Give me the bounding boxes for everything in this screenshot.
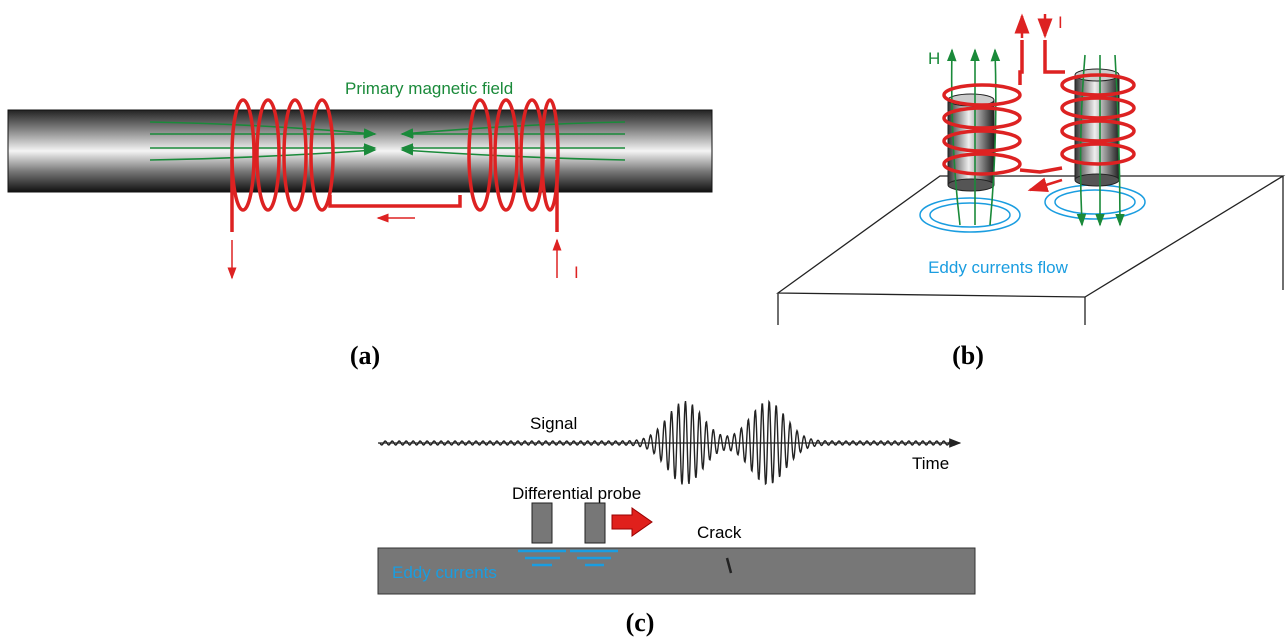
time-label: Time <box>912 454 949 473</box>
panel-a: Primary magnetic field I (a) <box>8 79 712 370</box>
current-label: I <box>1058 13 1063 32</box>
diagram: Primary magnetic field I (a) H I Eddy cu… <box>0 0 1286 638</box>
probe <box>585 503 605 543</box>
signal-label: Signal <box>530 414 577 433</box>
eddy-label: Eddy currents flow <box>928 258 1069 277</box>
panel-b: H I Eddy currents flow (b) <box>778 13 1283 370</box>
panel-c: Signal Time Differential probe Crack Edd… <box>378 401 975 637</box>
motion-arrow <box>612 508 652 536</box>
field-label: Primary magnetic field <box>345 79 513 98</box>
current-label: I <box>574 263 579 282</box>
caption: (a) <box>350 341 380 370</box>
field-label: H <box>928 49 940 68</box>
crack-label: Crack <box>697 523 742 542</box>
caption: (b) <box>952 341 984 370</box>
eddy <box>920 185 1145 232</box>
probe <box>532 503 552 543</box>
caption: (c) <box>626 608 655 637</box>
plate <box>778 176 1283 325</box>
eddy-label: Eddy currents <box>392 563 497 582</box>
probe-label: Differential probe <box>512 484 641 503</box>
current-arrow <box>1030 180 1062 190</box>
